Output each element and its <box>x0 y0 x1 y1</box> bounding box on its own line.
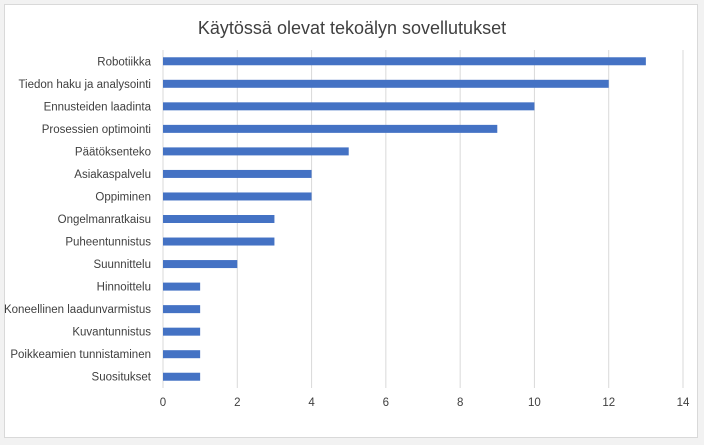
bar <box>163 350 201 359</box>
category-label: Ongelmanratkaisu <box>58 214 151 226</box>
x-tick-label: 0 <box>160 397 166 409</box>
bar <box>163 124 498 133</box>
bar <box>163 372 201 381</box>
bar <box>163 327 201 336</box>
category-label: Suunnittelu <box>93 259 151 271</box>
bar <box>163 282 201 291</box>
category-label: Robotiikka <box>97 56 151 68</box>
category-label: Päätöksenteko <box>75 146 151 158</box>
category-label: Asiakaspalvelu <box>74 169 151 181</box>
bar <box>163 147 349 156</box>
category-label: Poikkeamien tunnistaminen <box>10 349 151 361</box>
bar <box>163 102 535 111</box>
bar <box>163 305 201 314</box>
bar <box>163 57 646 66</box>
x-tick-label: 12 <box>602 397 615 409</box>
category-label: Ennusteiden laadinta <box>44 101 152 113</box>
bar <box>163 237 275 246</box>
chart-title: Käytössä olevat tekoälyn sovellutukset <box>197 18 507 38</box>
x-tick-label: 6 <box>383 397 389 409</box>
bars <box>163 57 646 381</box>
bar <box>163 215 275 223</box>
x-tick-label: 2 <box>234 397 240 409</box>
category-labels: Robotiikka Tiedon haku ja analysointi Ennu… <box>4 56 152 383</box>
chart-frame <box>4 4 698 438</box>
category-label: Suositukset <box>92 372 152 384</box>
x-tick-label: 8 <box>457 397 463 409</box>
category-label: Oppiminen <box>95 191 151 203</box>
category-label: Hinnoittelu <box>97 282 151 294</box>
bar <box>163 192 312 201</box>
bar <box>163 79 609 88</box>
x-tick-labels: 0 2 4 6 8 10 12 14 <box>160 397 690 409</box>
category-label: Prosessien optimointi <box>42 124 151 136</box>
category-label: Koneellinen laadunvarmistus <box>4 304 151 316</box>
x-tick-label: 4 <box>308 397 315 409</box>
category-label: Puheentunnistus <box>65 237 151 249</box>
x-tick-label: 14 <box>677 397 690 409</box>
category-label: Tiedon haku ja analysointi <box>18 79 151 91</box>
bar <box>163 260 238 269</box>
category-label: Kuvantunnistus <box>72 327 151 339</box>
bar <box>163 169 312 178</box>
x-tick-label: 10 <box>528 397 541 409</box>
